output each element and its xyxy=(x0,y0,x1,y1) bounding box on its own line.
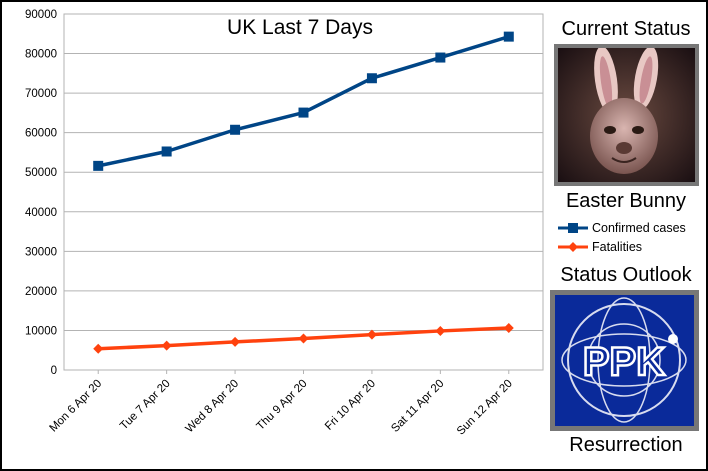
data-point xyxy=(230,124,241,135)
diamond-marker-icon xyxy=(558,241,588,252)
status-outlook-caption: Resurrection xyxy=(569,434,683,456)
current-status-heading: Current Status xyxy=(561,18,691,40)
data-point xyxy=(366,73,377,84)
y-tick-label: 80000 xyxy=(25,49,57,61)
ppk-logo-icon: PPK xyxy=(555,295,694,426)
y-tick-label: 50000 xyxy=(25,167,57,179)
ppk-logo-text: PPK xyxy=(583,340,665,384)
x-tick-label: Thu 9 Apr 20 xyxy=(255,378,310,433)
data-point xyxy=(366,329,377,340)
y-tick-label: 60000 xyxy=(25,128,57,140)
bunny-icon xyxy=(558,46,695,182)
data-point xyxy=(230,336,241,347)
data-point xyxy=(503,31,514,42)
y-tick-label: 40000 xyxy=(25,207,57,219)
series-line-0 xyxy=(97,34,510,168)
grid-lines xyxy=(64,13,543,371)
x-tick-label: Mon 6 Apr 20 xyxy=(47,378,104,435)
x-tick-label: Sat 11 Apr 20 xyxy=(389,378,446,435)
y-tick-labels: 0 10000 20000 30000 40000 50000 60000 70000 8000… xyxy=(25,9,57,377)
current-status-caption: Easter Bunny xyxy=(565,190,687,212)
y-tick-label: 0 xyxy=(51,365,57,377)
status-outlook-heading: Status Outlook xyxy=(560,264,692,286)
plot-area-border xyxy=(63,13,544,371)
x-tick-labels: Mon 6 Apr 20 Tue 7 Apr 20 Wed 8 Apr 20 Thu … xyxy=(47,370,515,438)
series-layer xyxy=(93,31,514,354)
y-tick-label: 90000 xyxy=(25,9,57,21)
legend-item-confirmed: Confirmed cases xyxy=(558,218,708,237)
square-marker-icon xyxy=(558,222,588,233)
data-point xyxy=(435,52,446,63)
y-tick-label: 30000 xyxy=(25,246,57,258)
legend-label-confirmed: Confirmed cases xyxy=(592,220,686,235)
y-tick-label: 20000 xyxy=(25,286,57,298)
legend-item-fatalities: Fatalities xyxy=(558,237,708,256)
data-point xyxy=(503,323,514,334)
data-point xyxy=(298,333,309,344)
legend: Confirmed cases Fatalities xyxy=(558,218,708,256)
legend-label-fatalities: Fatalities xyxy=(592,239,643,254)
data-point xyxy=(93,160,104,171)
data-point xyxy=(435,325,446,336)
x-tick-label: Wed 8 Apr 20 xyxy=(184,378,242,436)
easter-bunny-photo xyxy=(554,44,699,186)
data-point xyxy=(161,146,172,157)
data-point xyxy=(93,343,104,354)
data-point xyxy=(298,107,309,118)
x-tick-label: Sun 12 Apr 20 xyxy=(455,378,515,438)
x-tick-label: Fri 10 Apr 20 xyxy=(323,378,378,433)
data-point xyxy=(161,340,172,351)
chart-title: UK Last 7 Days xyxy=(227,16,373,39)
y-tick-label: 10000 xyxy=(25,325,57,337)
x-tick-label: Tue 7 Apr 20 xyxy=(118,378,173,433)
y-tick-label: 70000 xyxy=(25,88,57,100)
ppk-logo-image: PPK xyxy=(550,290,699,431)
